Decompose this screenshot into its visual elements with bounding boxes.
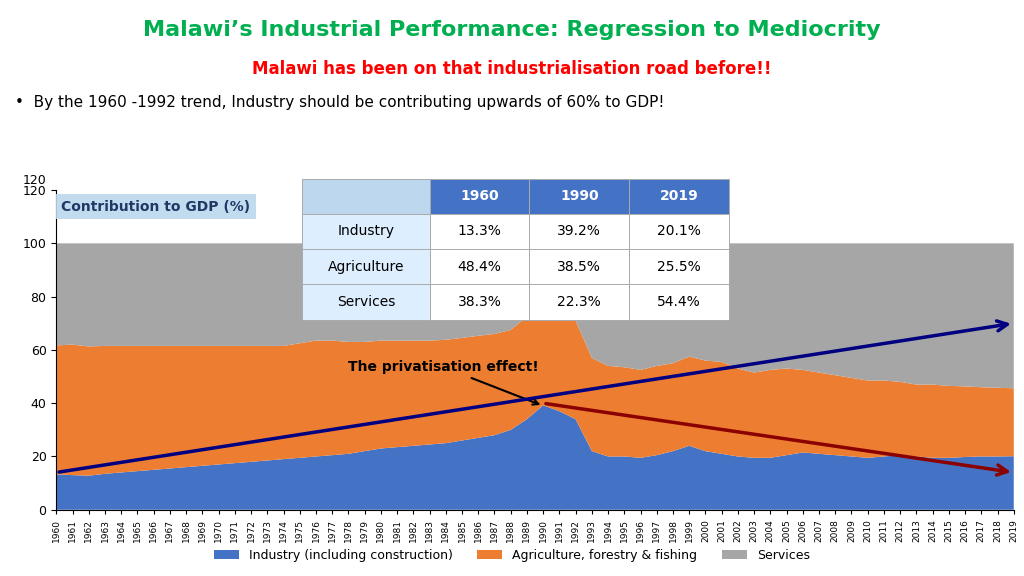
Bar [302, 249, 430, 285]
Text: 38.5%: 38.5% [557, 260, 601, 274]
Text: Malawi has been on that industrialisation road before!!: Malawi has been on that industrialisatio… [252, 60, 772, 78]
Text: 54.4%: 54.4% [657, 295, 701, 309]
Bar [302, 285, 430, 320]
Text: 39.2%: 39.2% [557, 225, 601, 238]
Text: Agriculture: Agriculture [328, 260, 404, 274]
Text: 2019: 2019 [659, 189, 698, 203]
Text: 38.3%: 38.3% [458, 295, 502, 309]
Text: 48.4%: 48.4% [458, 260, 502, 274]
Bar [630, 249, 729, 285]
Text: 1990: 1990 [560, 189, 599, 203]
Text: Services: Services [337, 295, 395, 309]
Bar [630, 214, 729, 249]
Bar [302, 214, 430, 249]
Text: Contribution to GDP (%): Contribution to GDP (%) [61, 200, 250, 214]
Bar [302, 179, 430, 214]
Text: The privatisation effect!: The privatisation effect! [348, 360, 540, 404]
Bar [430, 285, 529, 320]
Bar [630, 285, 729, 320]
Bar [430, 249, 529, 285]
Text: 1960: 1960 [460, 189, 499, 203]
Bar [630, 179, 729, 214]
Text: 25.5%: 25.5% [657, 260, 701, 274]
Text: 20.1%: 20.1% [657, 225, 701, 238]
Text: 13.3%: 13.3% [458, 225, 502, 238]
Bar [430, 179, 529, 214]
Text: Malawi’s Industrial Performance: Regression to Mediocrity: Malawi’s Industrial Performance: Regress… [143, 20, 881, 40]
Bar [529, 214, 630, 249]
Bar [430, 214, 529, 249]
Bar [529, 249, 630, 285]
Legend: Industry (including construction), Agriculture, forestry & fishing, Services: Industry (including construction), Agric… [209, 544, 815, 567]
Bar [529, 285, 630, 320]
Bar [529, 179, 630, 214]
Text: 22.3%: 22.3% [557, 295, 601, 309]
Text: Industry: Industry [337, 225, 394, 238]
Text: •  By the 1960 -1992 trend, Industry should be contributing upwards of 60% to GD: • By the 1960 -1992 trend, Industry shou… [15, 95, 665, 110]
Text: 120: 120 [23, 174, 47, 187]
